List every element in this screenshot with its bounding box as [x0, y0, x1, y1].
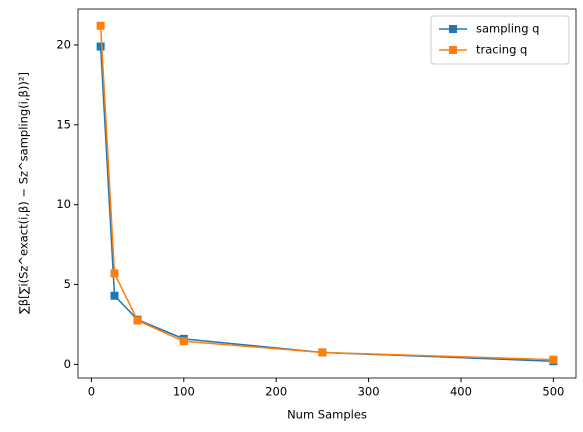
- x-tick-label: 100: [173, 385, 195, 399]
- y-tick-label: 10: [56, 197, 71, 211]
- marker: [110, 269, 119, 278]
- legend-marker: [449, 25, 457, 33]
- legend-label: sampling q: [476, 22, 539, 36]
- x-tick-label: 500: [542, 385, 564, 399]
- legend-box: [430, 15, 570, 65]
- marker: [549, 355, 558, 364]
- x-tick-label: 0: [88, 385, 95, 399]
- marker: [318, 348, 327, 357]
- marker: [96, 42, 105, 51]
- legend-marker: [449, 46, 457, 54]
- x-axis-label: Num Samples: [287, 408, 367, 422]
- legend-label: tracing q: [476, 43, 527, 57]
- x-tick-label: 400: [450, 385, 472, 399]
- y-tick-label: 0: [64, 357, 71, 371]
- marker: [133, 316, 142, 325]
- y-tick-label: 5: [64, 277, 71, 291]
- marker: [110, 291, 119, 300]
- marker: [96, 21, 105, 30]
- line: [99, 25, 554, 361]
- x-tick-label: 200: [265, 385, 287, 399]
- y-tick-label: 20: [56, 37, 71, 51]
- y-tick-label: 15: [56, 117, 71, 131]
- marker: [179, 337, 188, 346]
- x-tick-label: 300: [358, 385, 380, 399]
- y-axis-label: ∑β[∑i(Sz^exact(i,β) − Sz^sampling(i,β))²…: [17, 72, 31, 314]
- plot-frame: [77, 8, 577, 379]
- line: [99, 46, 554, 362]
